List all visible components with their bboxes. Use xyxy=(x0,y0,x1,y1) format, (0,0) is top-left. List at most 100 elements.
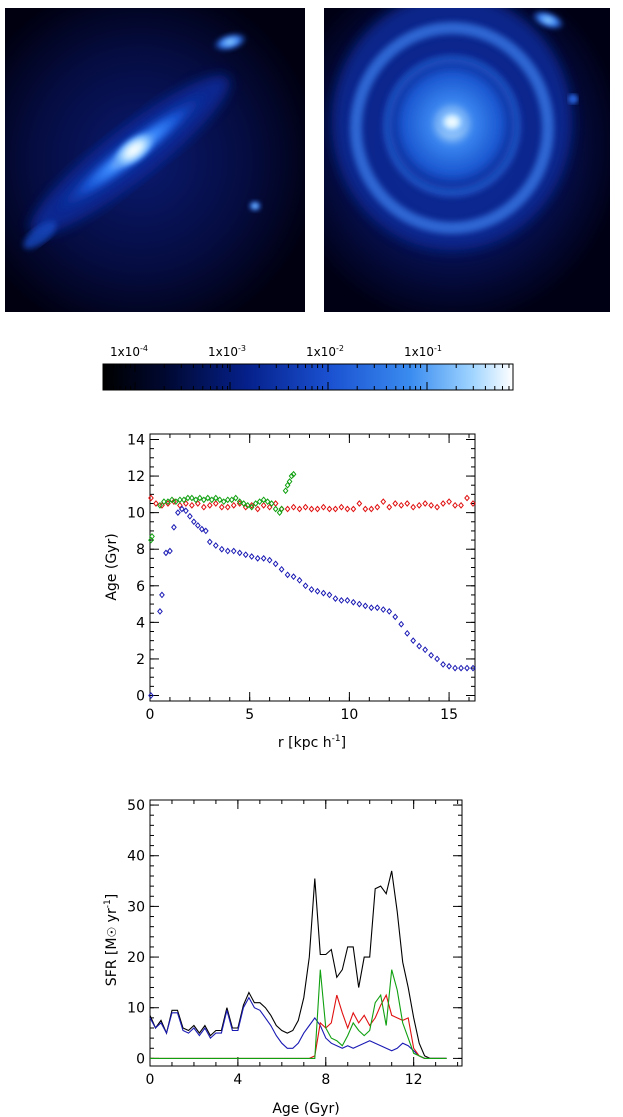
age-point-blue xyxy=(232,548,236,553)
age-point-blue xyxy=(188,514,192,519)
x-tick-label: 15 xyxy=(440,707,458,723)
age-point-red xyxy=(208,503,212,508)
age-point-red xyxy=(375,505,379,510)
galaxy-image-edge-on xyxy=(5,8,305,312)
y-tick-label: 0 xyxy=(136,1051,145,1067)
age-point-blue xyxy=(399,622,403,627)
sfr-age-ticks: 0 4 8 1201020304050 xyxy=(127,798,462,1088)
age-point-red xyxy=(297,506,301,511)
age-point-blue xyxy=(435,656,439,661)
colorbar-label-1e-4: 1x10-4 xyxy=(110,344,148,359)
age-point-blue xyxy=(333,596,337,601)
x-tick-label: 0 xyxy=(146,1072,155,1088)
age-point-blue xyxy=(441,662,445,667)
age-point-green xyxy=(273,506,277,511)
age-point-red xyxy=(255,506,259,511)
x-tick-label: 12 xyxy=(405,1072,423,1088)
age-point-blue xyxy=(249,554,253,559)
age-point-blue xyxy=(417,644,421,649)
y-tick-label: 2 xyxy=(136,652,145,668)
age-point-red xyxy=(327,506,331,511)
x-tick-label: 0 xyxy=(146,707,155,723)
age-point-blue xyxy=(411,638,415,643)
age-point-blue xyxy=(273,561,277,566)
age-point-red xyxy=(381,499,385,504)
age-point-red xyxy=(363,506,367,511)
y-tick-label: 12 xyxy=(127,469,145,485)
age-point-blue xyxy=(309,587,313,592)
age-point-red xyxy=(369,506,373,511)
age-point-blue xyxy=(158,609,162,614)
y-tick-label: 10 xyxy=(127,506,145,522)
age-point-red xyxy=(357,501,361,506)
sfr-age-xlabel: Age (Gyr) xyxy=(272,1101,339,1117)
age-point-blue xyxy=(315,589,319,594)
colorbar-label-1e-3: 1x10-3 xyxy=(208,344,246,359)
x-tick-label: 4 xyxy=(233,1072,242,1088)
age-point-red xyxy=(399,503,403,508)
age-point-red xyxy=(303,505,307,510)
age-point-red xyxy=(459,503,463,508)
age-point-red xyxy=(232,503,236,508)
age-point-blue xyxy=(208,539,212,544)
age-point-blue xyxy=(244,552,248,557)
y-tick-label: 8 xyxy=(136,542,145,558)
age-point-blue xyxy=(238,550,242,555)
colorbar-label-1e-2: 1x10-2 xyxy=(306,344,344,359)
age-point-red xyxy=(202,505,206,510)
age-point-red xyxy=(405,501,409,506)
age-point-blue xyxy=(327,592,331,597)
age-point-red xyxy=(220,505,224,510)
age-point-blue xyxy=(172,525,176,530)
y-tick-label: 40 xyxy=(127,849,145,865)
age-point-red xyxy=(190,503,194,508)
y-tick-label: 30 xyxy=(127,899,145,915)
age-point-blue xyxy=(196,523,200,528)
y-tick-label: 14 xyxy=(127,432,145,448)
age-point-blue xyxy=(363,603,367,608)
age-point-blue xyxy=(459,665,463,670)
age-point-red xyxy=(333,506,337,511)
age-point-green xyxy=(283,488,287,493)
sfr-line-black xyxy=(150,871,447,1059)
colorbar-labels: 1x10-4 1x10-3 1x10-2 1x10-1 xyxy=(110,344,442,359)
age-radius-xlabel: r [kpc h-1] xyxy=(278,734,346,751)
y-tick-label: 0 xyxy=(136,689,145,705)
age-point-red xyxy=(149,495,153,500)
age-point-blue xyxy=(375,605,379,610)
y-tick-label: 6 xyxy=(136,579,145,595)
age-point-blue xyxy=(405,631,409,636)
age-point-red xyxy=(465,495,469,500)
age-point-blue xyxy=(369,605,373,610)
age-point-red xyxy=(417,503,421,508)
age-point-blue xyxy=(291,574,295,579)
y-tick-label: 4 xyxy=(136,615,145,631)
age-point-blue xyxy=(465,665,469,670)
age-point-red xyxy=(429,503,433,508)
age-point-blue xyxy=(321,591,325,596)
age-point-blue xyxy=(160,592,164,597)
age-point-red xyxy=(387,505,391,510)
age-radius-plot-frame xyxy=(150,434,475,701)
y-tick-label: 50 xyxy=(127,798,145,814)
age-radius-ticks: 0 5 10 15 0 2 4 6 8 10 12 14 xyxy=(127,432,475,723)
age-point-blue xyxy=(453,665,457,670)
y-tick-label: 20 xyxy=(127,950,145,966)
age-point-blue xyxy=(220,547,224,552)
age-point-red xyxy=(441,501,445,506)
x-tick-label: 8 xyxy=(321,1072,330,1088)
age-point-blue xyxy=(214,543,218,548)
age-point-blue xyxy=(357,601,361,606)
sfr-age-ylabel: SFR [M☉ yr-1] xyxy=(103,894,120,986)
age-point-red xyxy=(309,506,313,511)
age-point-red xyxy=(339,505,343,510)
age-point-blue xyxy=(192,519,196,524)
age-point-red xyxy=(453,503,457,508)
age-radius-chart: 0 5 10 15 0 2 4 6 8 10 12 14 r [kpc h-1] Age (Gyr) xyxy=(104,432,475,751)
age-point-red xyxy=(351,506,355,511)
age-point-blue xyxy=(176,510,180,515)
age-point-red xyxy=(226,505,230,510)
age-point-blue xyxy=(255,556,259,561)
age-point-red xyxy=(435,505,439,510)
age-point-red xyxy=(423,501,427,506)
